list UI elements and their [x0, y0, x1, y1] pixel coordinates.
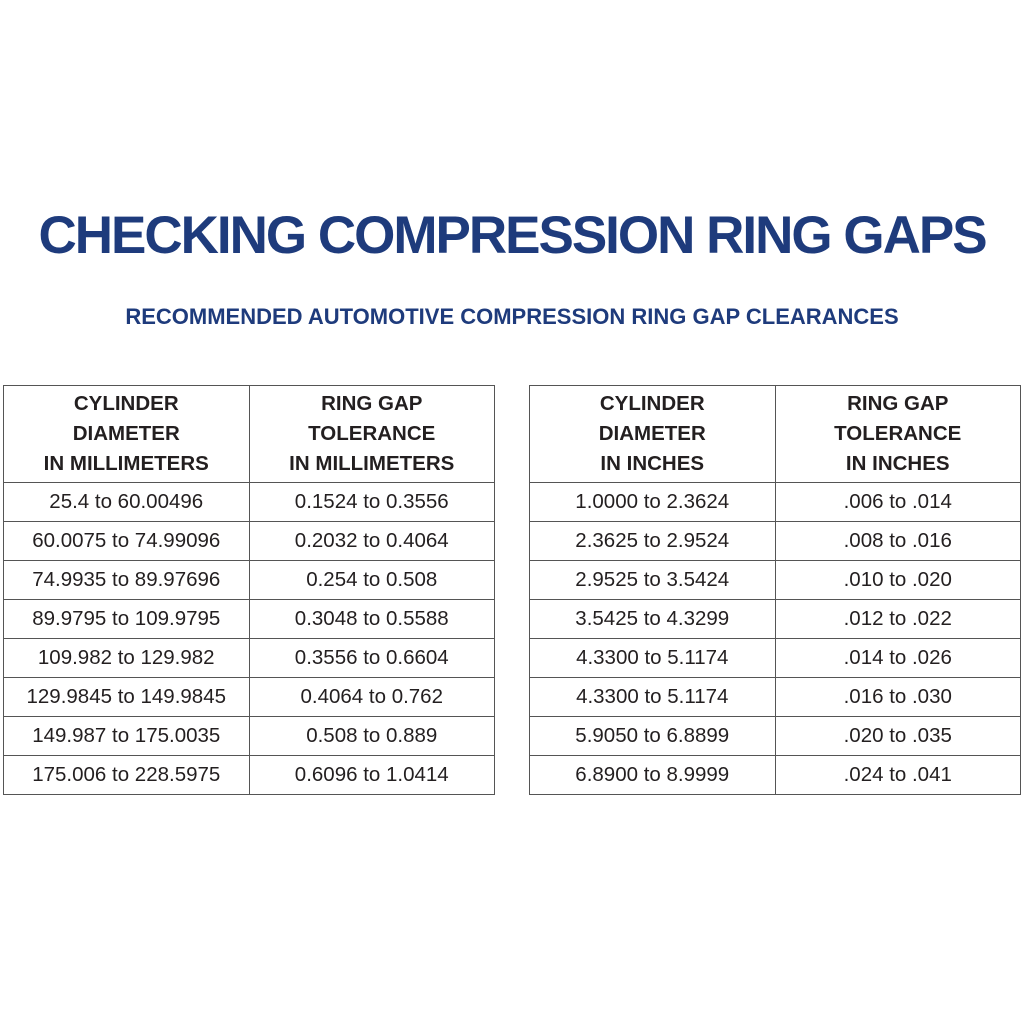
cylinder-diameter-cell: 149.987 to 175.0035	[3, 716, 250, 756]
table-row: 109.982 to 129.982 0.3556 to 0.6604	[3, 638, 495, 678]
table-row: 25.4 to 60.00496 0.1524 to 0.3556	[3, 482, 495, 522]
table-row: 129.9845 to 149.9845 0.4064 to 0.762	[3, 677, 495, 717]
table-row: 1.0000 to 2.3624.006 to .014	[529, 482, 1021, 522]
header-line: TOLERANCE	[834, 422, 962, 445]
inches-table: CYLINDER DIAMETER IN INCHES RING GAP TOLERAN…	[529, 385, 1021, 795]
header-line: TOLERANCE	[308, 422, 436, 445]
header-line: IN INCHES	[600, 452, 705, 475]
cylinder-diameter-cell: 2.3625 to 2.9524	[529, 521, 776, 561]
header-line: RING GAP	[321, 392, 423, 415]
ring-gap-cell: .010 to .020	[774, 560, 1021, 600]
header-line: DIAMETER	[72, 422, 180, 445]
ring-gap-cell: .012 to .022	[774, 599, 1021, 639]
header-ring-gap-tolerance: RING GAP TOLERANCE IN MILLIMETERS	[248, 385, 495, 483]
header-line: IN MILLIMETERS	[289, 452, 455, 475]
cylinder-diameter-cell: 109.982 to 129.982	[3, 638, 250, 678]
ring-gap-cell: 0.1524 to 0.3556	[248, 482, 495, 522]
millimeters-table: CYLINDER DIAMETER IN MILLIMETERS RING GAP TO…	[3, 385, 495, 795]
ring-gap-cell: 0.2032 to 0.4064	[248, 521, 495, 561]
cylinder-diameter-cell: 74.9935 to 89.97696	[3, 560, 250, 600]
ring-gap-cell: .008 to .016	[774, 521, 1021, 561]
cylinder-diameter-cell: 2.9525 to 3.5424	[529, 560, 776, 600]
header-cylinder-diameter: CYLINDER DIAMETER IN MILLIMETERS	[3, 385, 250, 483]
table-row: 2.9525 to 3.5424.010 to .020	[529, 560, 1021, 600]
cylinder-diameter-cell: 175.006 to 228.5975	[3, 755, 250, 795]
ring-gap-cell: 0.4064 to 0.762	[248, 677, 495, 717]
table-row: 2.3625 to 2.9524.008 to .016	[529, 521, 1021, 561]
table-row: 3.5425 to 4.3299.012 to .022	[529, 599, 1021, 639]
header-row: CYLINDER DIAMETER IN MILLIMETERS RING GAP TO…	[3, 385, 495, 483]
table-row: 60.0075 to 74.99096 0.2032 to 0.4064	[3, 521, 495, 561]
ring-gap-cell: 0.6096 to 1.0414	[248, 755, 495, 795]
ring-gap-cell: 0.3556 to 0.6604	[248, 638, 495, 678]
cylinder-diameter-cell: 89.9795 to 109.9795	[3, 599, 250, 639]
header-line: CYLINDER	[73, 392, 179, 415]
ring-gap-cell: 0.508 to 0.889	[248, 716, 495, 756]
page-title: CHECKING COMPRESSION RING GAPS	[0, 200, 1024, 272]
page-title-text: CHECKING COMPRESSION RING GAPS	[38, 206, 987, 265]
table-row: 5.9050 to 6.8899.020 to .035	[529, 716, 1021, 756]
table-row: 4.3300 to 5.1174.014 to .026	[529, 638, 1021, 678]
header-line: DIAMETER	[598, 422, 706, 445]
table-row: 89.9795 to 109.9795 0.3048 to 0.5588	[3, 599, 495, 639]
table-row: 74.9935 to 89.97696 0.254 to 0.508	[3, 560, 495, 600]
ring-gap-cell: 0.254 to 0.508	[248, 560, 495, 600]
cylinder-diameter-cell: 25.4 to 60.00496	[3, 482, 250, 522]
cylinder-diameter-cell: 5.9050 to 6.8899	[529, 716, 776, 756]
header-row: CYLINDER DIAMETER IN INCHES RING GAP TOLERAN…	[529, 385, 1021, 483]
ring-gap-cell: .020 to .035	[774, 716, 1021, 756]
ring-gap-cell: 0.3048 to 0.5588	[248, 599, 495, 639]
cylinder-diameter-cell: 60.0075 to 74.99096	[3, 521, 250, 561]
table-row: 6.8900 to 8.9999.024 to .041	[529, 755, 1021, 795]
table-row: 175.006 to 228.5975 0.6096 to 1.0414	[3, 755, 495, 795]
ring-gap-cell: .024 to .041	[774, 755, 1021, 795]
cylinder-diameter-cell: 4.3300 to 5.1174	[529, 677, 776, 717]
header-cylinder-diameter: CYLINDER DIAMETER IN INCHES	[529, 385, 776, 483]
cylinder-diameter-cell: 6.8900 to 8.9999	[529, 755, 776, 795]
ring-gap-cell: .014 to .026	[774, 638, 1021, 678]
ring-gap-cell: .006 to .014	[774, 482, 1021, 522]
cylinder-diameter-cell: 4.3300 to 5.1174	[529, 638, 776, 678]
header-line: IN INCHES	[845, 452, 950, 475]
table-row: 4.3300 to 5.1174.016 to .030	[529, 677, 1021, 717]
cylinder-diameter-cell: 129.9845 to 149.9845	[3, 677, 250, 717]
table-row: 149.987 to 175.0035 0.508 to 0.889	[3, 716, 495, 756]
header-ring-gap-tolerance: RING GAP TOLERANCE IN INCHES	[774, 385, 1021, 483]
page-subtitle: RECOMMENDED AUTOMOTIVE COMPRESSION RING …	[125, 304, 899, 329]
header-line: CYLINDER	[599, 392, 705, 415]
header-line: IN MILLIMETERS	[43, 452, 209, 475]
cylinder-diameter-cell: 3.5425 to 4.3299	[529, 599, 776, 639]
cylinder-diameter-cell: 1.0000 to 2.3624	[529, 482, 776, 522]
ring-gap-cell: .016 to .030	[774, 677, 1021, 717]
header-line: RING GAP	[847, 392, 949, 415]
